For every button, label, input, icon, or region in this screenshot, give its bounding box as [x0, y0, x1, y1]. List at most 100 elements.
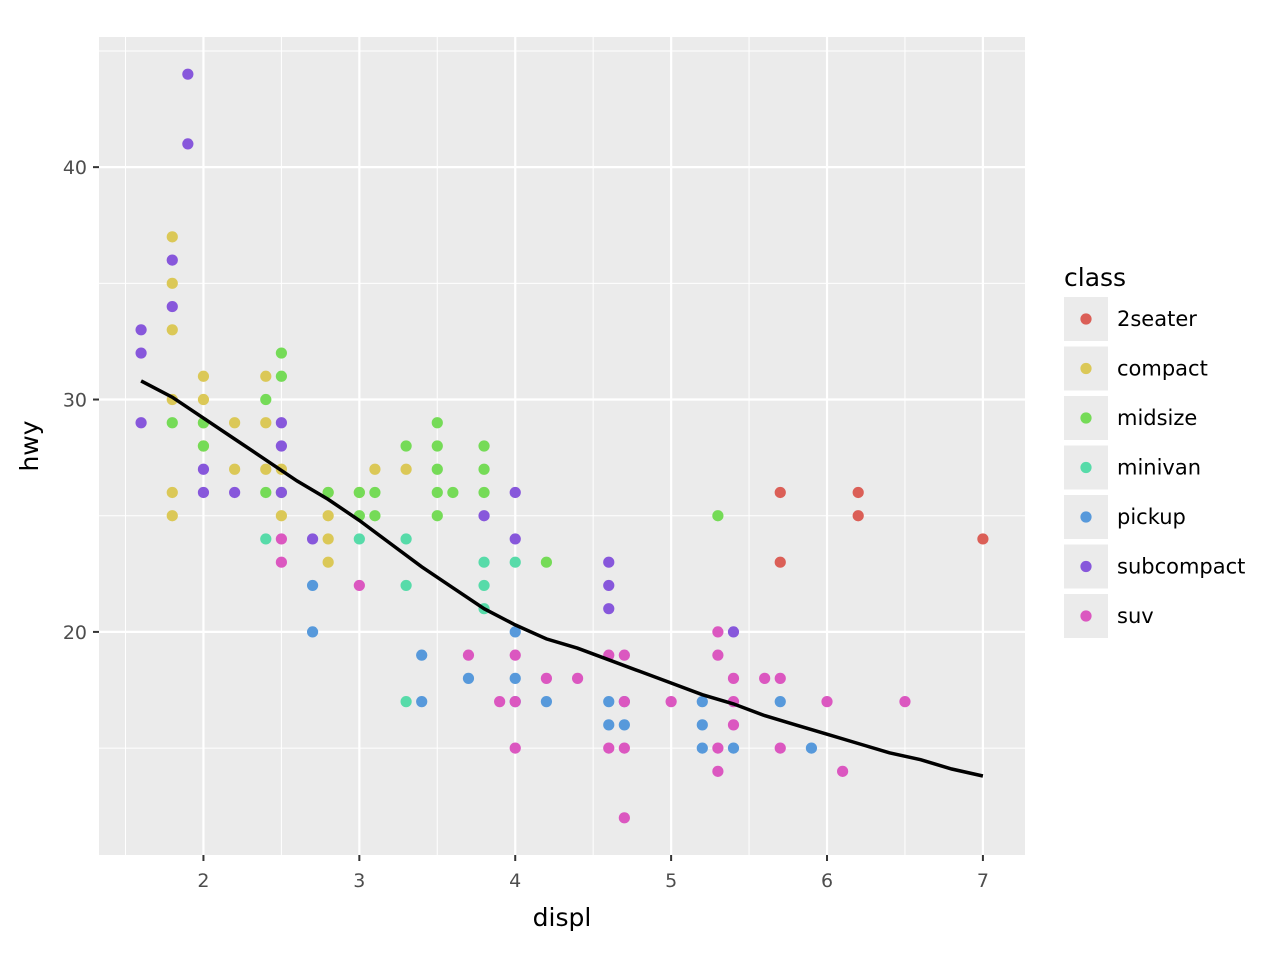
- data-point-minivan: [478, 556, 490, 568]
- data-point-2seater: [852, 486, 864, 499]
- data-point-midsize: [322, 486, 334, 499]
- data-point-midsize: [478, 486, 490, 499]
- data-point-midsize: [478, 440, 490, 452]
- data-point-midsize: [447, 486, 459, 499]
- data-point-2seater: [774, 486, 786, 499]
- data-point-midsize: [431, 510, 443, 522]
- data-point-midsize: [353, 486, 365, 499]
- data-point-pickup: [805, 742, 818, 754]
- data-point-subcompact: [509, 486, 521, 499]
- x-tick-label: 6: [821, 870, 833, 892]
- data-point-minivan: [260, 533, 272, 545]
- data-point-midsize: [260, 486, 272, 499]
- data-point-compact: [197, 393, 210, 406]
- data-point-compact: [166, 324, 178, 336]
- data-point-compact: [322, 556, 334, 568]
- data-point-compact: [322, 510, 334, 522]
- data-point-suv: [727, 672, 740, 684]
- data-point-subcompact: [603, 579, 615, 592]
- data-point-midsize: [540, 556, 553, 568]
- data-point-compact: [229, 463, 241, 475]
- data-point-pickup: [696, 696, 708, 708]
- data-point-midsize: [369, 486, 381, 499]
- data-point-midsize: [431, 440, 443, 452]
- x-tick-label: 7: [977, 870, 989, 892]
- legend-label-pickup: pickup: [1117, 505, 1186, 529]
- data-point-minivan: [478, 579, 490, 592]
- data-point-subcompact: [727, 626, 740, 638]
- data-point-pickup: [462, 672, 475, 684]
- data-point-compact: [369, 463, 381, 475]
- major-gridlines: [99, 37, 1025, 855]
- data-point-suv: [275, 556, 287, 568]
- data-point-suv: [899, 696, 911, 708]
- y-axis-title: hwy: [15, 420, 44, 471]
- data-point-pickup: [306, 579, 319, 592]
- legend-label-midsize: midsize: [1117, 406, 1197, 430]
- data-point-pickup: [696, 719, 708, 731]
- data-point-midsize: [197, 440, 210, 452]
- smooth-trend-line: [140, 379, 984, 778]
- data-point-compact: [166, 510, 178, 522]
- x-tick-label: 2: [197, 870, 209, 892]
- data-point-subcompact: [509, 533, 521, 545]
- legend-swatch-minivan: [1080, 461, 1092, 474]
- data-point-subcompact: [197, 486, 210, 499]
- data-point-suv: [618, 696, 630, 708]
- data-point-compact: [166, 277, 178, 289]
- data-point-subcompact: [197, 463, 210, 475]
- data-point-suv: [759, 672, 771, 684]
- data-point-compact: [400, 463, 412, 475]
- data-point-midsize: [275, 370, 287, 382]
- legend-swatch-subcompact: [1080, 560, 1092, 573]
- data-point-subcompact: [182, 138, 194, 150]
- data-point-subcompact: [478, 510, 490, 522]
- y-axis-ticks: 20 30 40: [63, 157, 99, 644]
- data-point-compact: [260, 417, 272, 429]
- data-point-subcompact: [275, 417, 287, 429]
- data-points: [135, 68, 989, 824]
- x-tick-label: 5: [665, 870, 677, 892]
- data-point-suv: [821, 696, 833, 708]
- data-point-compact: [229, 417, 241, 429]
- data-point-subcompact: [603, 556, 615, 568]
- data-point-compact: [166, 486, 178, 499]
- legend-label-2seater: 2seater: [1117, 307, 1197, 331]
- data-point-pickup: [509, 672, 521, 684]
- data-point-suv: [571, 672, 584, 684]
- data-point-pickup: [416, 696, 428, 708]
- data-point-midsize: [712, 510, 724, 522]
- data-point-suv: [665, 696, 677, 708]
- data-point-subcompact: [166, 254, 178, 266]
- data-point-pickup: [774, 696, 786, 708]
- data-point-suv: [603, 742, 615, 754]
- data-point-subcompact: [135, 417, 147, 429]
- data-point-2seater: [852, 510, 864, 522]
- data-point-subcompact: [229, 486, 241, 499]
- legend-label-minivan: minivan: [1117, 456, 1201, 480]
- data-point-compact: [197, 370, 210, 382]
- data-point-midsize: [275, 347, 287, 359]
- legend-swatch-compact: [1080, 362, 1092, 375]
- data-point-midsize: [478, 463, 490, 475]
- data-point-midsize: [431, 463, 443, 475]
- x-axis-title: displ: [533, 903, 592, 932]
- minor-gridlines: [99, 37, 1025, 855]
- panel-background: [99, 37, 1025, 855]
- data-point-subcompact: [135, 324, 147, 336]
- data-point-suv: [462, 649, 475, 661]
- data-point-2seater: [774, 556, 786, 568]
- data-point-compact: [260, 463, 272, 475]
- x-tick-label: 4: [509, 870, 521, 892]
- data-point-midsize: [431, 417, 443, 429]
- legend: class 2seater compact midsize minivan pickup…: [1064, 263, 1245, 638]
- data-point-compact: [275, 510, 287, 522]
- y-tick-label: 40: [63, 157, 87, 179]
- legend-label-compact: compact: [1117, 357, 1208, 381]
- data-point-minivan: [400, 579, 412, 592]
- data-point-midsize: [431, 486, 443, 499]
- data-point-suv: [712, 649, 724, 661]
- data-point-suv: [774, 672, 786, 684]
- legend-swatch-2seater: [1080, 313, 1092, 325]
- data-point-pickup: [603, 719, 615, 731]
